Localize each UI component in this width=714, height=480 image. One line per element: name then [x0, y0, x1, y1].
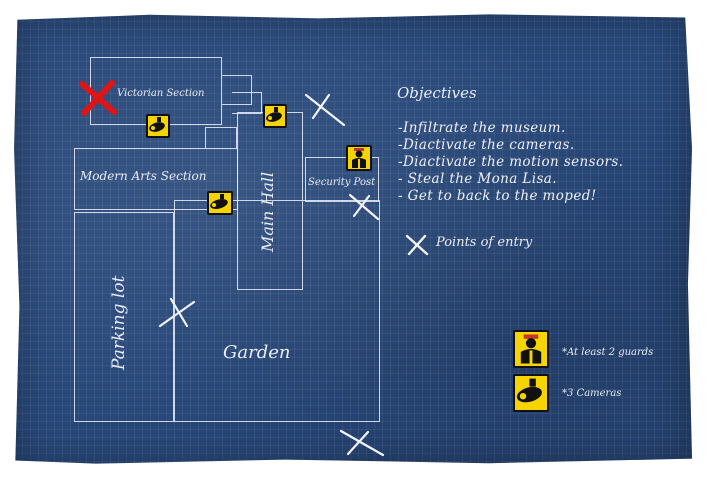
objective-item: -Diactivate the cameras.	[398, 137, 575, 153]
camera-icon	[146, 114, 170, 138]
victorian-connector-2	[232, 92, 262, 114]
guard-icon	[513, 330, 549, 368]
objectives-title: Objectives	[397, 84, 477, 102]
camera-icon	[207, 191, 233, 215]
blueprint-paper	[14, 14, 692, 464]
camera-icon	[513, 374, 549, 412]
legend-guards-label: *At least 2 guards	[562, 347, 654, 358]
objective-item: -Diactivate the motion sensors.	[398, 154, 624, 170]
objective-item: - Get to back to the moped!	[398, 188, 597, 204]
legend-entry-label: Points of entry	[436, 235, 533, 250]
garden-label: Garden	[223, 342, 291, 363]
entry-x-icon	[348, 193, 380, 221]
security-post-room	[305, 157, 379, 202]
legend-cameras-label: *3 Cameras	[562, 388, 622, 399]
garden-area	[174, 200, 380, 422]
entry-x-icon	[405, 234, 429, 256]
guard-icon	[346, 145, 372, 171]
modern-arts-label: Modern Arts Section	[80, 169, 207, 183]
camera-icon	[263, 104, 287, 128]
target-x-icon	[79, 80, 117, 116]
modern-connector	[205, 127, 237, 148]
entry-x-icon	[158, 297, 196, 328]
parking-lot-label: Parking lot	[109, 275, 129, 370]
victorian-connector	[222, 75, 252, 105]
main-hall-label: Main Hall	[258, 171, 277, 252]
security-post-label: Security Post	[308, 177, 376, 188]
victorian-section-label: Victorian Section	[117, 88, 205, 99]
objective-item: - Steal the Mona Lisa.	[398, 171, 557, 187]
entry-x-icon	[304, 93, 346, 127]
objective-item: -Infiltrate the museum.	[398, 120, 566, 136]
entry-x-icon	[339, 429, 385, 457]
